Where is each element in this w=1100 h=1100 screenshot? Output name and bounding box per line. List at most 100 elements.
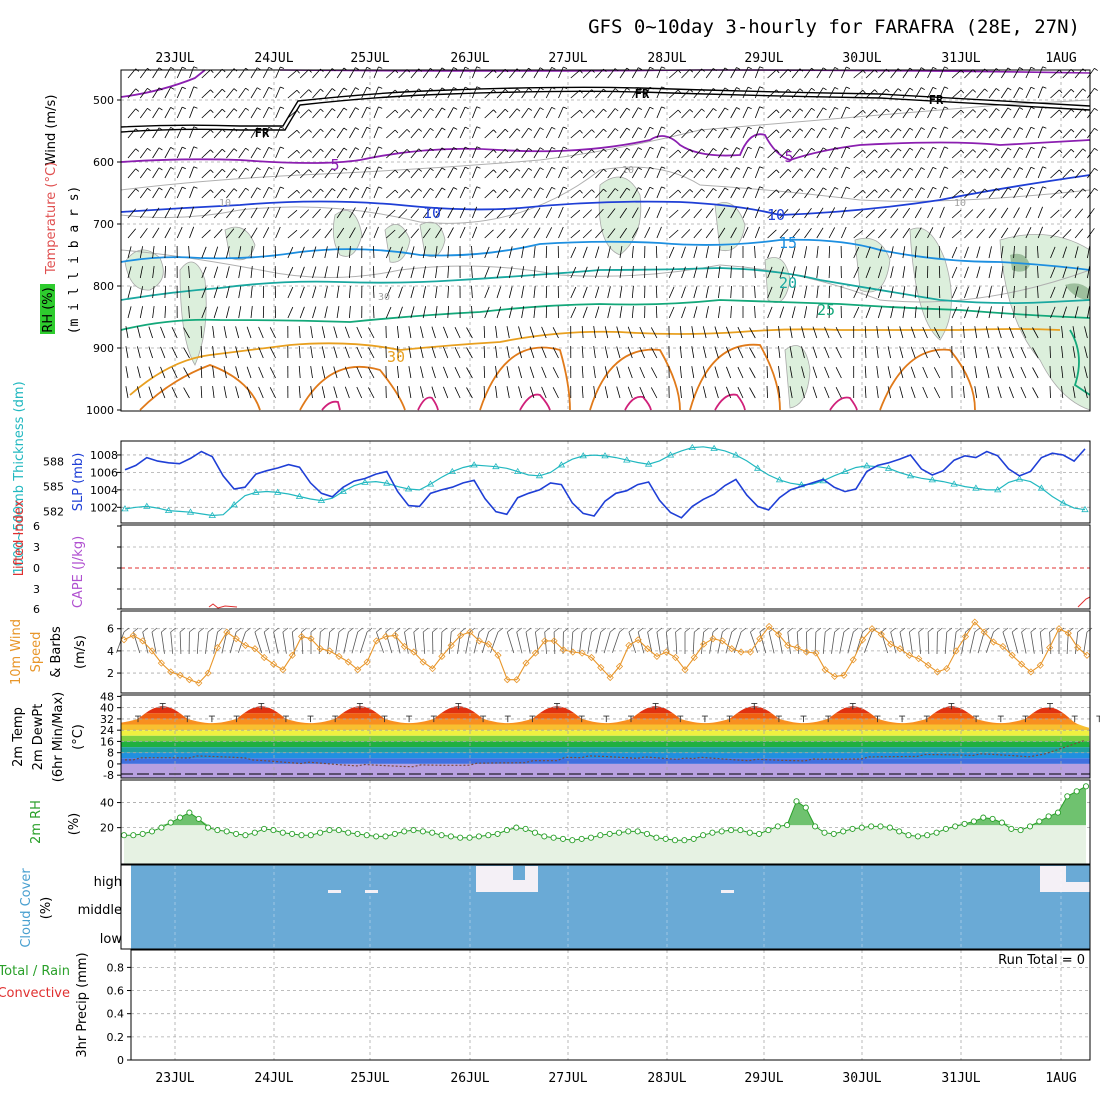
wind-barb xyxy=(139,306,143,319)
wind-barb-flag xyxy=(747,126,752,130)
wind-barb xyxy=(250,67,258,79)
thickness-marker xyxy=(623,456,631,463)
ylabel-2m-rh: 2m RH xyxy=(29,800,44,844)
wind-barb xyxy=(789,326,793,339)
wind-barb xyxy=(951,149,962,159)
contour-label: 5 xyxy=(330,156,339,174)
rh2m-marker xyxy=(139,830,146,837)
wind-barb xyxy=(1087,208,1095,219)
wind-barb-flag xyxy=(245,127,250,131)
wind-barb xyxy=(718,227,726,239)
cloud-layer-middle: middle xyxy=(78,903,122,918)
wind-barb xyxy=(164,87,171,99)
wind-barb-flag xyxy=(528,187,533,191)
wind-barb xyxy=(619,306,623,319)
tick-label: 800 xyxy=(93,280,114,293)
wind-barb xyxy=(466,327,473,339)
wind-barb xyxy=(927,207,934,219)
wind-barb xyxy=(420,346,424,359)
wind10m-marker xyxy=(466,628,474,636)
wind-barb xyxy=(582,89,592,99)
wind-barb xyxy=(213,266,219,279)
wind-barb xyxy=(299,89,309,99)
wind-barb xyxy=(1050,149,1060,159)
wind-barb xyxy=(361,87,368,99)
wind-barb-flag xyxy=(551,166,556,170)
thickness-marker xyxy=(884,464,893,471)
wind-barb-flag xyxy=(897,148,902,152)
wind-barb xyxy=(160,346,166,359)
wind-barb xyxy=(705,168,714,179)
wind-barb xyxy=(1013,245,1015,259)
wind-barb xyxy=(164,67,171,79)
thickness-marker xyxy=(579,452,587,459)
wind-barb xyxy=(1020,326,1027,339)
wind-barb-flag xyxy=(280,166,285,169)
wind-barb xyxy=(183,327,190,339)
wind-barb-flag xyxy=(182,86,186,90)
wind-barb xyxy=(890,188,899,199)
wind-barb xyxy=(431,346,436,359)
ylabel-millibars: (m i l l i b a r s) xyxy=(67,186,82,335)
wind-barb-flag xyxy=(343,167,348,171)
wind-barb xyxy=(816,306,819,319)
wind-barb xyxy=(749,387,756,399)
wind-barb-flag xyxy=(897,128,902,132)
slp-ylabels: 1000~500mb Thickness (dm) SLP (mb) xyxy=(12,381,86,574)
wind-barb xyxy=(183,387,190,399)
wind-barb xyxy=(1087,148,1095,159)
wind-barb xyxy=(410,306,415,319)
wind-barb xyxy=(876,346,879,359)
wind-barb xyxy=(287,189,298,199)
wind10m-marker xyxy=(812,649,820,657)
wind-barb xyxy=(985,386,990,399)
rh2m-ylabels: 2m RH (%) xyxy=(29,800,82,844)
wind-barb-flag xyxy=(776,189,780,194)
wind-barb xyxy=(212,386,215,399)
rh2m-marker xyxy=(279,829,286,836)
wind-barb-flag xyxy=(638,67,642,70)
tick-label: 16 xyxy=(100,735,114,748)
rh-region xyxy=(224,226,256,261)
wind-barb xyxy=(201,89,211,99)
wind-barb xyxy=(828,127,836,139)
wind-barb-flag xyxy=(944,126,949,129)
wind10m-barb-flag xyxy=(993,627,999,633)
wind-barb xyxy=(496,128,506,139)
wind10m-barb xyxy=(273,631,279,654)
wind10m-barb-flag xyxy=(142,627,148,633)
wind-barb xyxy=(570,89,581,99)
minmax-marker xyxy=(923,715,930,723)
wind-barb xyxy=(754,146,760,159)
wind-barb xyxy=(262,107,270,119)
wind-barb xyxy=(356,386,363,399)
wind-barb xyxy=(213,168,223,179)
wind-barb xyxy=(976,108,985,119)
precip-tick-label: 0.4 xyxy=(107,1008,125,1021)
wind-barb-flag xyxy=(563,126,568,129)
wind-barb-flag xyxy=(811,107,815,111)
wind-barb xyxy=(459,86,466,99)
wind-barb-flag xyxy=(504,128,509,133)
wind-barb xyxy=(238,266,242,279)
minmax-marker xyxy=(258,702,265,710)
wind-barb xyxy=(238,286,242,299)
wind10m-marker xyxy=(877,630,885,638)
wind-barb xyxy=(324,168,333,179)
wind-barb-flag xyxy=(343,147,348,151)
wind-barb xyxy=(321,386,326,399)
wind-barb xyxy=(767,266,773,279)
temperature-band xyxy=(121,707,1090,714)
wind10m-barb-flag xyxy=(282,627,289,633)
wind-barb xyxy=(681,109,691,119)
wind-barb xyxy=(299,109,309,119)
wind-barb xyxy=(333,346,338,359)
wind10m-barb-flag xyxy=(1002,627,1009,633)
wind-barb xyxy=(552,347,559,359)
wind-barb-flag xyxy=(147,107,151,112)
wind-barb xyxy=(333,326,338,339)
wind-barb xyxy=(644,187,651,199)
wind-barb xyxy=(324,128,333,139)
tick-label: 4 xyxy=(107,645,114,658)
